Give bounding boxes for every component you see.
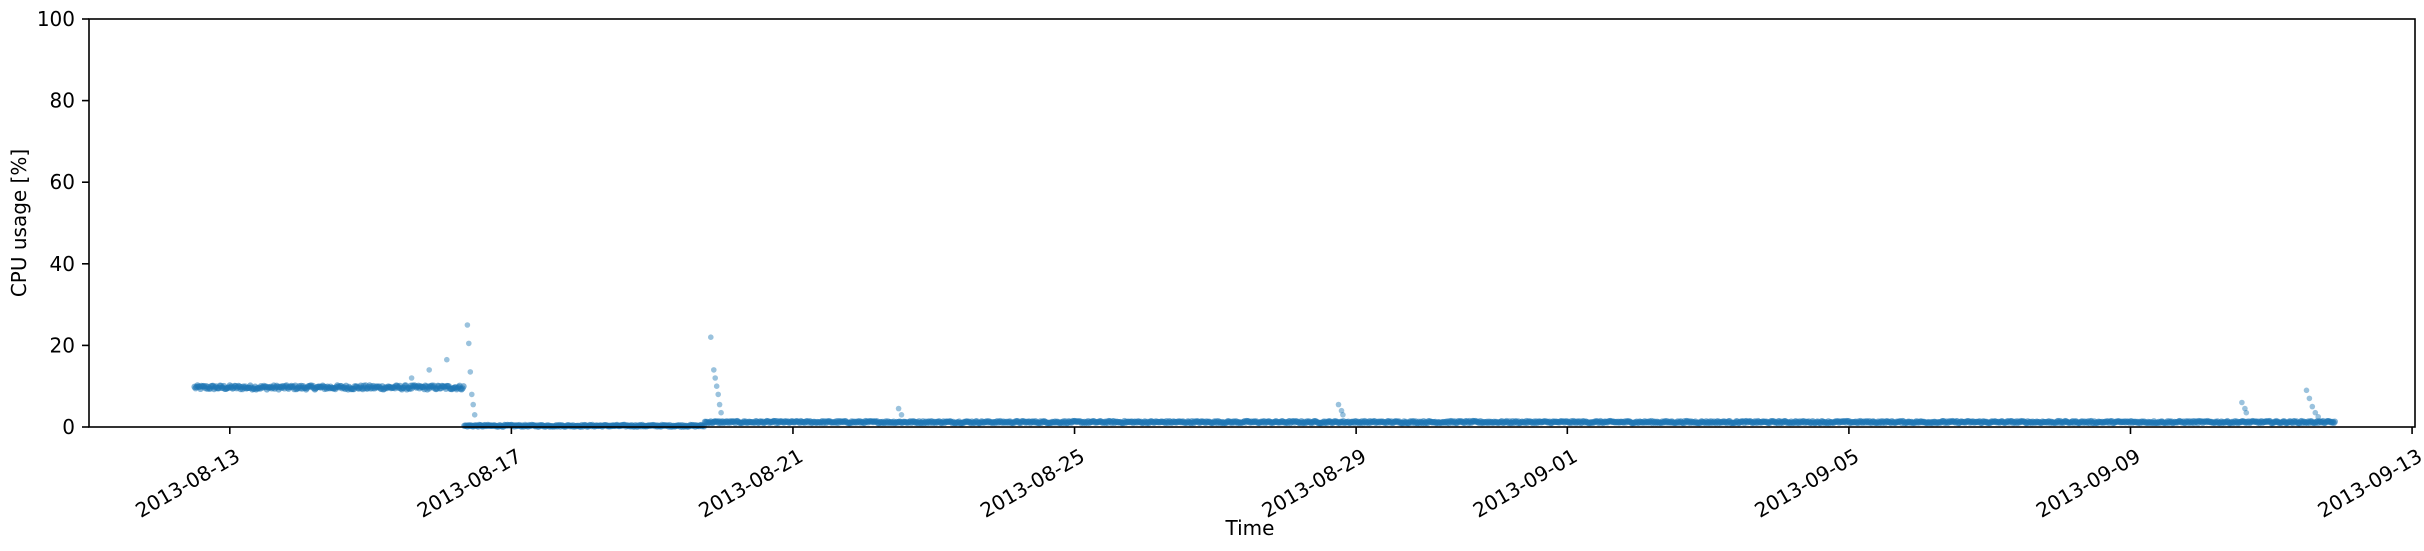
outlier-point bbox=[471, 412, 478, 418]
data-point bbox=[460, 383, 467, 390]
outlier-point bbox=[444, 356, 450, 363]
outlier-point bbox=[898, 412, 905, 418]
outlier-point bbox=[1340, 412, 1346, 418]
outlier-point bbox=[715, 391, 721, 398]
outlier-point bbox=[2303, 387, 2310, 394]
plot-area-frame bbox=[88, 18, 2416, 428]
outlier-point bbox=[2306, 395, 2313, 402]
x-tick-label: 2013-08-21 bbox=[694, 444, 807, 523]
y-axis-label: CPU usage [%] bbox=[7, 149, 31, 297]
outlier-point bbox=[467, 369, 474, 375]
x-axis: 2013-08-13 2013-08-17 2013-08-21 2013-08-25… bbox=[131, 427, 2424, 523]
outlier-point bbox=[711, 367, 717, 373]
outlier-point bbox=[895, 405, 902, 412]
x-tick-label: 2013-08-25 bbox=[976, 444, 1089, 523]
outlier-point bbox=[408, 375, 415, 381]
outlier-point bbox=[466, 340, 472, 347]
outlier-point bbox=[712, 375, 718, 381]
y-tick-label: 60 bbox=[50, 170, 75, 194]
data-points bbox=[191, 322, 2338, 430]
outlier-point bbox=[2243, 409, 2250, 416]
x-tick-label: 2013-08-17 bbox=[413, 444, 526, 523]
outlier-point bbox=[2312, 409, 2319, 416]
x-tick-label: 2013-09-13 bbox=[2314, 444, 2424, 523]
data-point bbox=[2331, 418, 2338, 425]
x-axis-label: Time bbox=[1225, 516, 1275, 540]
outlier-point bbox=[716, 401, 723, 408]
x-tick-label: 2013-08-13 bbox=[131, 444, 244, 523]
y-tick-label: 100 bbox=[37, 7, 75, 31]
outlier-point bbox=[2315, 414, 2321, 420]
outlier-point bbox=[2239, 399, 2245, 406]
outlier-point bbox=[469, 391, 475, 398]
outlier-point bbox=[1338, 407, 1345, 414]
y-axis: 0 20 40 60 80 100 bbox=[37, 7, 89, 439]
x-tick-label: 2013-08-29 bbox=[1258, 444, 1371, 523]
outlier-point bbox=[464, 322, 471, 328]
outlier-point bbox=[708, 334, 714, 341]
y-tick-label: 0 bbox=[62, 415, 75, 439]
y-tick-label: 80 bbox=[50, 89, 75, 113]
outlier-point bbox=[2242, 405, 2248, 412]
x-tick-label: 2013-09-01 bbox=[1469, 444, 1582, 523]
y-tick-label: 40 bbox=[50, 252, 75, 276]
outlier-point bbox=[470, 401, 477, 408]
outlier-point bbox=[718, 409, 724, 416]
outlier-point bbox=[426, 367, 433, 373]
outlier-point bbox=[713, 383, 720, 390]
x-tick-label: 2013-09-09 bbox=[2032, 444, 2145, 523]
x-tick-label: 2013-09-05 bbox=[1750, 444, 1863, 523]
outlier-point bbox=[2309, 403, 2316, 410]
outlier-point bbox=[1335, 401, 1342, 408]
y-tick-label: 20 bbox=[50, 333, 75, 357]
